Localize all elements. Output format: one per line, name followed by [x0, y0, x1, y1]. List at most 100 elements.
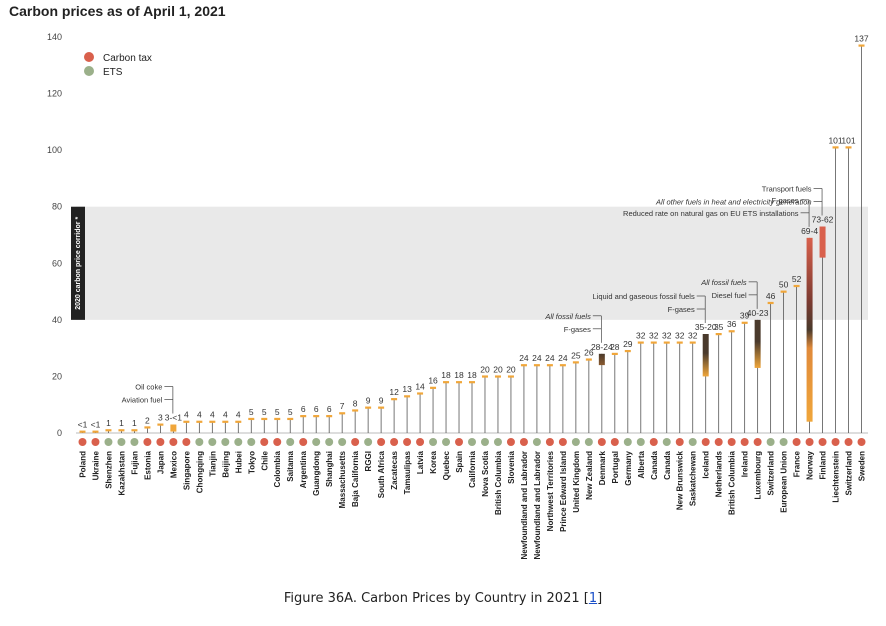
bar-value-label: 4	[210, 410, 215, 420]
category-label: South Africa	[377, 450, 386, 498]
category-dot	[727, 438, 736, 446]
category-label: Chongqing	[195, 451, 204, 493]
category-dot	[169, 438, 178, 446]
bar-value-label: 18	[467, 370, 477, 380]
category-dot	[818, 438, 827, 446]
annotation-label: Aviation fuel	[122, 396, 163, 405]
category-dot	[636, 438, 645, 446]
category-label: Canada	[650, 450, 659, 479]
bar-cap	[92, 430, 99, 433]
bar-value-label: 101	[828, 135, 842, 145]
category-label: Spain	[455, 451, 464, 473]
category-dot	[662, 438, 671, 446]
bar-cap	[274, 417, 281, 421]
bar-cap	[417, 392, 424, 395]
bar-value-label: 6	[314, 404, 319, 414]
bar-value-label: 1	[119, 418, 124, 428]
bar-value-label: 32	[636, 330, 646, 340]
bar-value-label: 24	[545, 353, 555, 363]
category-label: New Brunswick	[676, 450, 685, 510]
bar-cap	[845, 146, 852, 149]
category-label: RGGI	[364, 451, 373, 471]
category-dot	[156, 438, 165, 446]
bar-cap	[404, 395, 411, 398]
bar-cap	[248, 417, 255, 421]
y-tick-label: 20	[52, 371, 62, 381]
category-label: Shanghai	[325, 451, 334, 487]
bar-cap	[624, 349, 631, 353]
bar-value-label: 46	[766, 291, 776, 301]
bar-value-label: 5	[275, 407, 280, 417]
bar-value-label: 32	[688, 330, 698, 340]
category-dot	[364, 438, 373, 446]
category-dot	[468, 438, 476, 446]
bar-cap	[326, 415, 333, 418]
category-label: Iceland	[702, 451, 711, 479]
category-dot	[195, 438, 204, 446]
category-dot	[221, 438, 230, 446]
category-dot	[610, 438, 619, 446]
category-label: British Columbia	[728, 450, 737, 515]
bar-range	[819, 226, 826, 258]
category-label: Massachusetts	[338, 450, 347, 508]
bar-cap	[157, 423, 164, 426]
bar-cap	[572, 361, 579, 364]
bar-value-label: 32	[662, 330, 672, 340]
bar-cap	[118, 429, 125, 432]
category-dot	[480, 438, 489, 446]
category-label: Ukraine	[91, 450, 100, 480]
category-dot	[493, 438, 502, 446]
citation-link[interactable]: 1	[588, 591, 598, 606]
chart-title: Carbon prices as of April 1, 2021	[9, 3, 226, 19]
bar-value-label: 5	[288, 407, 293, 417]
category-label: Alberta	[637, 450, 646, 478]
bar-value-label: 29	[623, 339, 633, 349]
category-label: Newfoundland and Labrador	[520, 451, 529, 559]
bar-cap	[209, 420, 216, 423]
bar-value-label: 4	[197, 410, 202, 420]
bar-value-label: 4	[223, 410, 228, 420]
category-dot	[234, 438, 243, 446]
legend-label: Carbon tax	[103, 53, 152, 64]
corridor-band	[76, 206, 868, 320]
bar-cap	[456, 381, 463, 384]
bar-value-label: 36	[727, 319, 737, 329]
category-label: Tamaulipas	[403, 450, 412, 494]
category-label: Ireland	[741, 451, 750, 477]
bar-value-label: 12	[389, 387, 399, 397]
category-label: Singapore	[182, 450, 191, 490]
bar-cap	[131, 429, 138, 432]
category-dot	[831, 438, 840, 446]
legend-swatch	[84, 66, 94, 76]
category-dot	[519, 438, 528, 446]
category-label: Finland	[819, 451, 828, 480]
bar-cap	[832, 146, 839, 149]
category-label: Portugal	[611, 451, 620, 483]
y-tick-label: 0	[57, 428, 62, 438]
bar-value-label: 13	[402, 384, 412, 394]
category-label: Switzerland	[767, 451, 776, 496]
bar-value-label: 3-<1	[165, 413, 183, 423]
category-label: Saitama	[286, 450, 295, 481]
bar-value-label: 8	[353, 398, 358, 408]
bar-cap	[559, 364, 566, 367]
category-label: Northwest Territories	[546, 450, 555, 531]
bar-cap	[689, 341, 696, 344]
category-label: Netherlands	[715, 450, 724, 497]
bar-value-label: 20	[480, 364, 490, 374]
carbon-price-chart: 2020 carbon price corridor * 0 20 40 60 80 100…	[47, 32, 869, 559]
category-label: California	[468, 450, 477, 487]
category-label: Canada	[663, 450, 672, 479]
category-label: Shenzhen	[104, 451, 113, 489]
bar-value-label: 1	[106, 418, 111, 428]
annotation-label: Oil coke	[135, 383, 162, 392]
bar-range	[598, 353, 605, 366]
bar-cap	[481, 375, 488, 378]
category-dot	[857, 438, 866, 446]
bar-value-label: 6	[301, 404, 306, 414]
category-dot	[623, 438, 632, 446]
bar-value-label: 101	[841, 135, 855, 145]
annotation-label: Reduced rate on natural gas on EU ETS in…	[623, 209, 799, 218]
category-label: British Columbia	[494, 450, 503, 515]
legend-swatch	[84, 52, 94, 62]
